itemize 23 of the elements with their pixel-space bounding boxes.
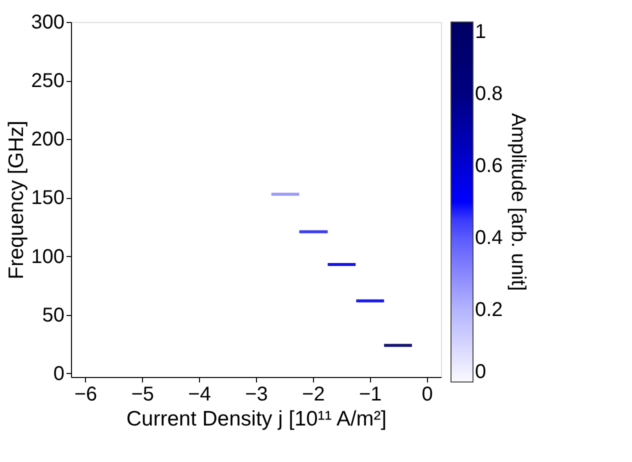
x-tick-label: −6 xyxy=(74,384,98,406)
y-tick-label: 100 xyxy=(31,246,64,268)
x-tick-label: −5 xyxy=(131,384,154,406)
color-bar-label: 0.2 xyxy=(475,299,503,321)
y-tick-label: 150 xyxy=(31,187,64,210)
y-tick-label: 0 xyxy=(53,362,64,385)
y-tick-label: 50 xyxy=(42,304,64,326)
x-axis-title: Current Density j [10¹¹ A/m²] xyxy=(126,408,387,430)
y-axis-title: Frequency [GHz] xyxy=(5,120,28,280)
x-tick-label: −2 xyxy=(302,384,325,406)
y-tick-label: 250 xyxy=(31,70,64,92)
x-tick-label: −1 xyxy=(358,384,382,406)
color-bar-label: 0 xyxy=(475,361,486,383)
x-tick-label: 0 xyxy=(422,384,433,406)
color-bar-label: 1 xyxy=(475,21,486,43)
x-tick-label: −3 xyxy=(245,384,268,406)
y-tick-label: 300 xyxy=(31,12,64,34)
color-bar-label: 0.8 xyxy=(475,83,503,105)
color-bar-title: Amplitude [arb. unit] xyxy=(507,113,529,291)
color-bar-label: 0.4 xyxy=(475,227,503,249)
x-tick-label: −4 xyxy=(188,384,211,406)
y-tick-label: 200 xyxy=(31,128,64,151)
color-bar-label: 0.6 xyxy=(475,155,503,177)
